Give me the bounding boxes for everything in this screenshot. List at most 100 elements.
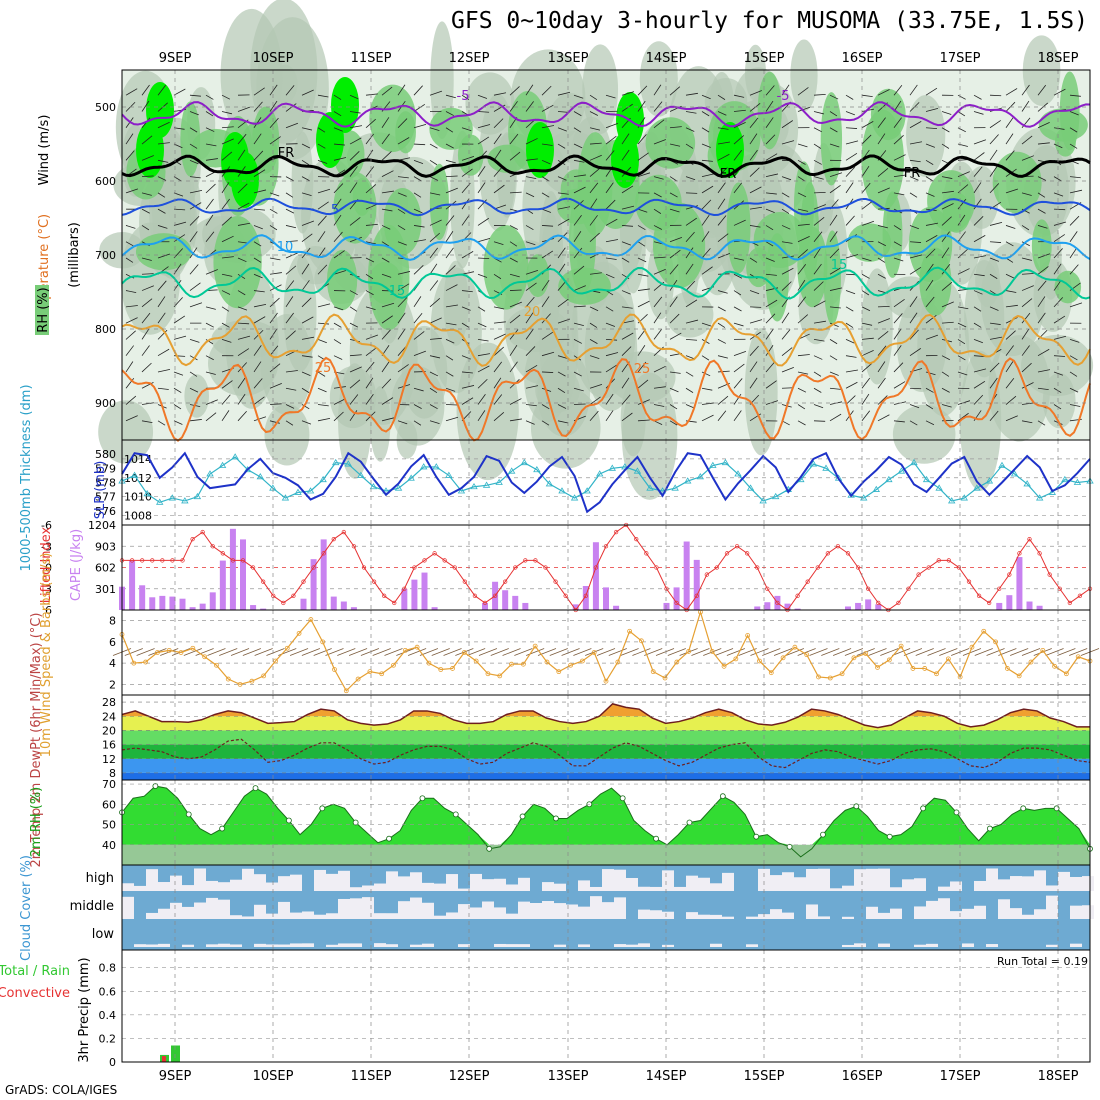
wind-barb: [925, 222, 939, 226]
cloud-bar: [470, 873, 482, 891]
wind-barb: [317, 215, 327, 226]
wind-barb: [221, 306, 230, 312]
wind-barb: [1005, 361, 1014, 373]
cloud-bar: [278, 876, 290, 891]
wind-barb: [925, 314, 937, 324]
ytick-label: 800: [95, 323, 116, 336]
wind-barb: [557, 420, 569, 424]
wind-barb: [269, 363, 281, 373]
wind-barb: [637, 273, 649, 277]
cloud-bar: [746, 916, 758, 919]
wind-barb: [429, 263, 438, 275]
wind-barb: [669, 371, 681, 374]
cloud-bar: [314, 914, 326, 919]
thickness-marker: [520, 458, 528, 466]
wind-barb: [205, 355, 214, 361]
wind-barb: [413, 192, 422, 198]
wind-barb: [765, 208, 775, 214]
thickness-marker: [772, 492, 780, 500]
wind-barb: [989, 120, 1001, 129]
wind-barb: [189, 339, 200, 343]
cloud-bar: [602, 902, 614, 919]
wind-barb: [541, 85, 552, 96]
wind-barb: [797, 404, 806, 410]
cape-bar: [683, 541, 690, 610]
cloud-bar: [662, 911, 674, 919]
wind-barb: [589, 182, 599, 194]
wind-barb: [413, 404, 422, 410]
wind-barb: [221, 235, 234, 243]
wind-barb: [461, 290, 473, 293]
thickness-marker: [960, 494, 968, 501]
wind-barb: [381, 329, 391, 340]
wind-barb: [349, 217, 361, 226]
cape-bar: [300, 598, 307, 610]
wind-barb: [877, 414, 890, 422]
wind-barb: [445, 247, 454, 259]
wind-barb: [269, 272, 282, 275]
wind-barb: [269, 420, 280, 424]
wind-barb: [717, 306, 726, 312]
cloud-bar: [290, 874, 302, 891]
isotherm-label: 20: [524, 305, 541, 320]
wind-barb: [557, 371, 566, 377]
rh-moist-blob: [635, 174, 682, 231]
cape-bar: [421, 572, 428, 610]
wind-barb: [1037, 225, 1048, 229]
wind-barb: [1005, 395, 1017, 405]
wind-barb: [445, 127, 454, 133]
wind-barb: [685, 92, 698, 96]
cloud-bar: [926, 943, 938, 947]
wind-barb: [861, 134, 872, 145]
rh-marker: [486, 845, 493, 852]
wind-barb: [608, 648, 627, 656]
wind-barb: [372, 648, 391, 656]
wind-barb: [765, 273, 777, 276]
axis-label-thickness: 1000-500mb Thickness (dm): [19, 384, 34, 571]
wind-barb: [397, 271, 411, 275]
li-marker: [482, 600, 488, 606]
wind-barb: [621, 332, 634, 340]
wind-barb: [749, 206, 762, 210]
wind-barb: [205, 322, 214, 328]
wind-barb: [1069, 111, 1079, 116]
wind-barb: [221, 339, 232, 343]
rh-marker: [719, 793, 726, 800]
wind-barb: [877, 377, 886, 389]
wind-barb: [525, 346, 536, 356]
wind-barb: [989, 322, 1001, 325]
wind-barb: [621, 412, 633, 422]
wind-barb: [573, 200, 584, 210]
wind-barb: [701, 185, 714, 194]
wind-barb: [845, 381, 858, 389]
ytick-label: 16: [102, 739, 116, 752]
wind-barb: [637, 208, 648, 213]
wind-barb: [941, 371, 950, 377]
wind-barb: [781, 255, 794, 259]
li-marker: [674, 600, 679, 606]
li-marker: [220, 551, 225, 556]
cloud-bar: [722, 872, 734, 891]
wind-barb: [925, 279, 934, 291]
wind-barb: [173, 335, 187, 340]
cloud-bar: [974, 905, 986, 919]
wind-barb: [781, 267, 794, 275]
wind-barb: [989, 94, 1002, 97]
wind-barb: [653, 139, 666, 145]
wind-barb: [1069, 176, 1081, 179]
wind-barb: [525, 385, 539, 389]
cape-bar: [411, 579, 418, 610]
rh-contour-blob: [892, 404, 956, 464]
wind-barb: [205, 399, 218, 405]
wind-marker: [627, 628, 633, 634]
wind-barb: [797, 648, 816, 656]
wind-barb: [173, 208, 186, 211]
wind-barb: [749, 225, 761, 228]
wind-barb: [1021, 312, 1031, 324]
wind-barb: [189, 231, 198, 242]
wind-barb: [445, 215, 455, 226]
wind-barb: [509, 289, 522, 291]
wind-barb: [589, 396, 601, 405]
wind-barb: [461, 214, 470, 226]
